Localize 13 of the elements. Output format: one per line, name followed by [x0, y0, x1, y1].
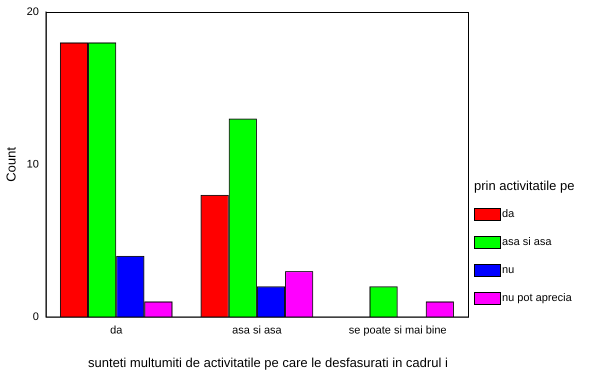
x-tick-label: asa si asa [232, 324, 283, 336]
y-tick-label: 10 [26, 158, 39, 170]
x-tick-label: se poate si mai bine [348, 324, 447, 336]
y-axis-title: Count [3, 146, 18, 182]
legend-title: prin activitatile pe [474, 178, 574, 193]
legend-label: nu pot aprecia [502, 292, 572, 304]
legend-label: da [502, 208, 514, 220]
y-tick-label: 20 [26, 6, 39, 18]
x-tick-label: da [110, 324, 124, 336]
x-axis-title: sunteti multumiti de activitatile pe care le desfasurati in cadrul i [88, 355, 448, 370]
legend-label: nu [502, 264, 514, 276]
legend-label: asa si asa [502, 236, 552, 248]
y-tick-label: 0 [32, 310, 39, 323]
